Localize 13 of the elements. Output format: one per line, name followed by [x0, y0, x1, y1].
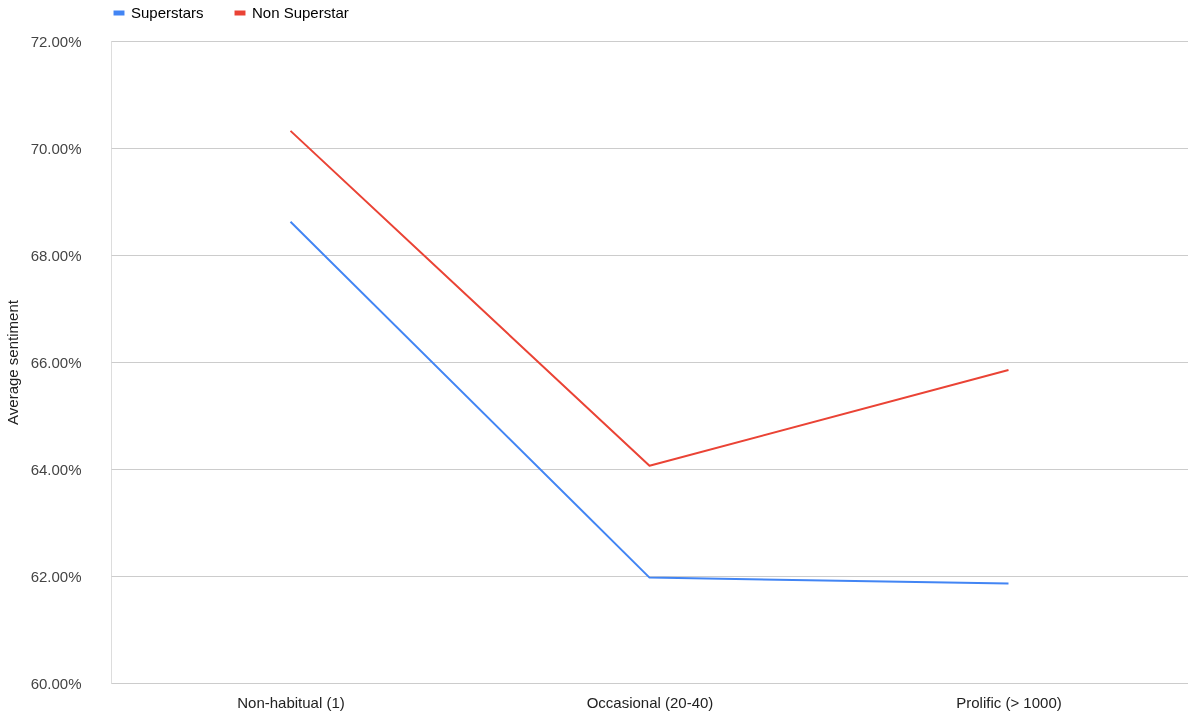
x-tick-label: Non-habitual (1)	[237, 693, 345, 711]
y-tick-label: 68.00%	[30, 246, 82, 264]
y-tick-label: 64.00%	[30, 460, 82, 478]
y-tick-label: 70.00%	[30, 139, 82, 157]
y-tick-label: 72.00%	[30, 32, 82, 50]
y-tick-label: 60.00%	[30, 674, 82, 692]
x-tick-label: Occasional (20-40)	[586, 693, 714, 711]
y-tick-label: 66.00%	[30, 353, 82, 371]
y-axis-title: Average sentiment	[3, 299, 21, 425]
y-tick-label: 62.00%	[30, 567, 82, 585]
x-tick-label: Prolific (> 1000)	[956, 693, 1062, 711]
legend-label: Superstars	[131, 4, 204, 21]
legend-label: Non Superstar	[252, 4, 349, 21]
